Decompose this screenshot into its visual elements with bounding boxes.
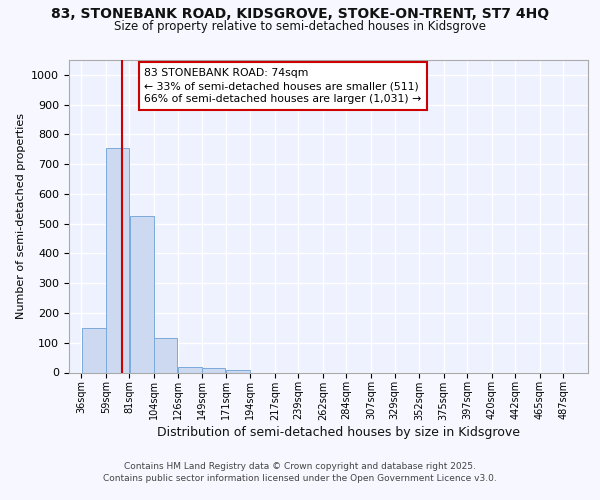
Bar (202, 368, 226, 372)
Bar (106, 148, 129, 372)
Text: 83, STONEBANK ROAD, KIDSGROVE, STOKE-ON-TRENT, ST7 4HQ: 83, STONEBANK ROAD, KIDSGROVE, STOKE-ON-… (51, 8, 549, 22)
Bar (130, 216, 154, 372)
Bar (178, 366, 202, 372)
Bar (226, 370, 250, 372)
Y-axis label: Number of semi-detached properties: Number of semi-detached properties (16, 114, 26, 320)
Text: Contains HM Land Registry data © Crown copyright and database right 2025.
Contai: Contains HM Land Registry data © Crown c… (103, 462, 497, 483)
Text: Size of property relative to semi-detached houses in Kidsgrove: Size of property relative to semi-detach… (114, 20, 486, 33)
Bar (82, 328, 106, 372)
Text: 83 STONEBANK ROAD: 74sqm
← 33% of semi-detached houses are smaller (511)
66% of : 83 STONEBANK ROAD: 74sqm ← 33% of semi-d… (144, 68, 422, 104)
Text: Distribution of semi-detached houses by size in Kidsgrove: Distribution of semi-detached houses by … (157, 426, 521, 439)
Bar (154, 338, 177, 372)
